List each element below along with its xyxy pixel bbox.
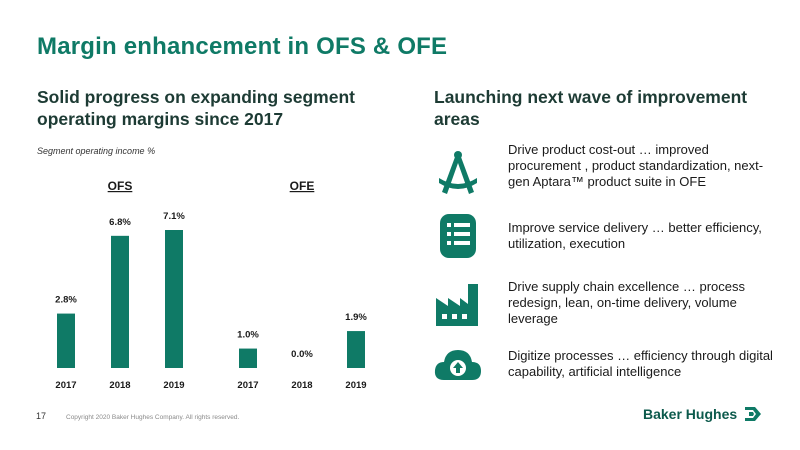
right-section-heading: Launching next wave of improvement areas (434, 87, 748, 129)
company-logo: Baker Hughes (643, 405, 765, 423)
drafting-compass-icon (439, 151, 477, 194)
tick-label: 2017 (237, 380, 258, 391)
cloud-upload-icon (434, 350, 481, 380)
tick-label: 2019 (345, 380, 366, 391)
data-label: 1.0% (237, 330, 259, 341)
left-section-heading: Solid progress on expanding segment oper… (37, 87, 355, 129)
bar (239, 348, 257, 368)
data-label: 0.0% (291, 349, 313, 360)
logo-text: Baker Hughes (643, 406, 738, 422)
service-list-icon (440, 214, 476, 258)
factory-icon (436, 284, 478, 326)
improvement-item-text: Improve service delivery … better effici… (508, 220, 762, 251)
chart-subtitle: Segment operating income % (37, 146, 156, 156)
bar (165, 230, 183, 368)
copyright-notice: Copyright 2020 Baker Hughes Company. All… (66, 414, 240, 421)
data-label: 6.8% (109, 217, 131, 228)
bar (57, 313, 75, 368)
logo-mark-icon (745, 407, 762, 421)
tick-label: 2018 (109, 380, 130, 391)
slide-title: Margin enhancement in OFS & OFE (37, 33, 448, 60)
tick-label: 2017 (55, 380, 76, 391)
data-label: 1.9% (345, 312, 367, 323)
data-label: 7.1% (163, 211, 185, 222)
bar (111, 235, 129, 368)
chart-title: OFS (108, 179, 133, 193)
bar (347, 331, 365, 368)
segment-margin-chart: OFS 2.8% 2017 6.8% 2018 7.1% 2019 OFE 1.0% 2017 0.… (55, 179, 367, 391)
tick-label: 2018 (291, 380, 312, 391)
chart-title: OFE (290, 179, 315, 193)
data-label: 2.8% (55, 295, 77, 306)
improvement-item-text: Drive supply chain excellence … process … (508, 279, 745, 326)
improvement-item-text: Drive product cost-out … improved procur… (508, 142, 764, 189)
improvement-item-text: Digitize processes … efficiency through … (508, 348, 773, 379)
tick-label: 2019 (163, 380, 184, 391)
page-number: 17 (36, 411, 47, 421)
